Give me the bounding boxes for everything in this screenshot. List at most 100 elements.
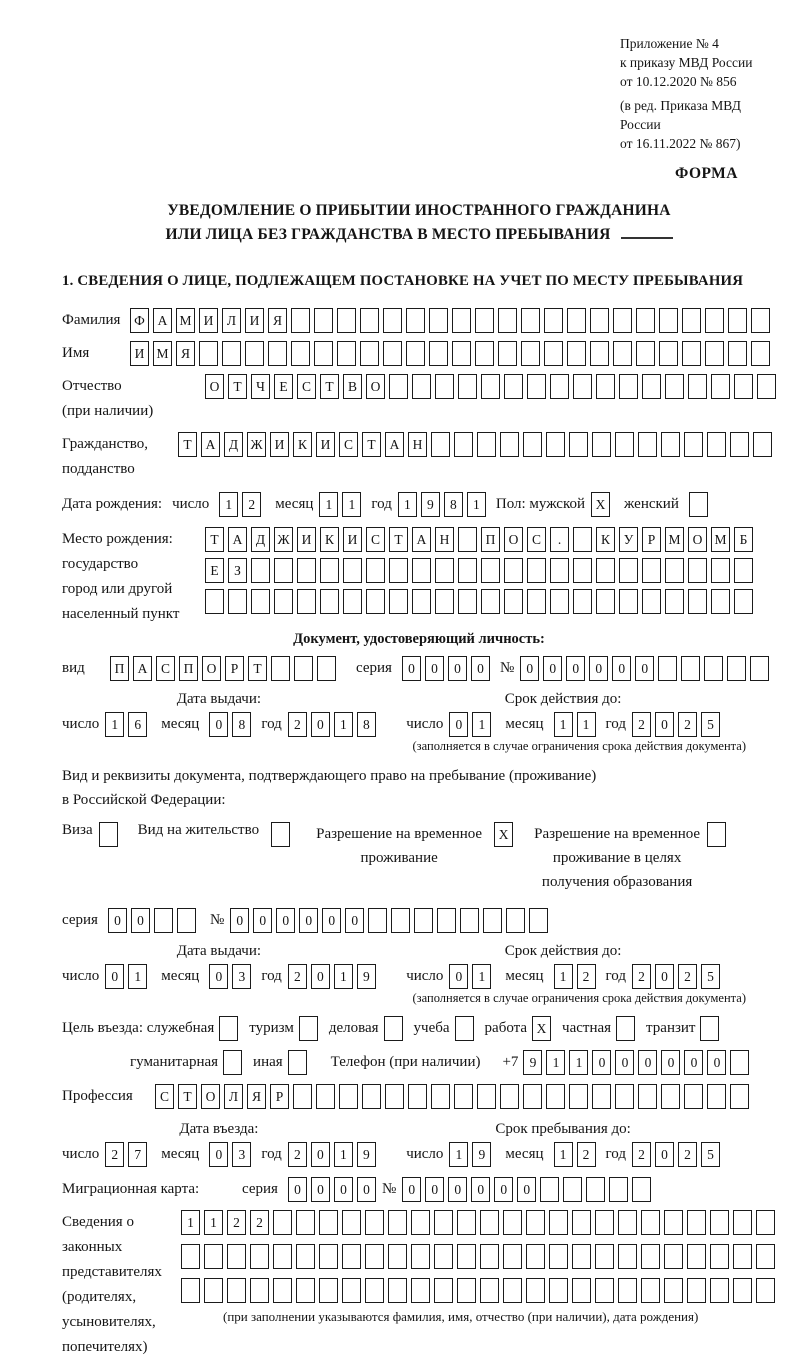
char-cell[interactable]: 9 [523,1050,543,1075]
char-cell[interactable]: 9 [472,1142,492,1167]
char-cell[interactable] [389,374,408,399]
char-cell[interactable]: 2 [576,964,596,989]
char-cell[interactable] [429,341,448,366]
purpose-business-checkbox[interactable] [383,1016,403,1041]
char-cell[interactable] [661,432,680,457]
char-cell[interactable] [454,1084,473,1109]
char-cell[interactable] [339,1084,358,1109]
char-cell[interactable] [293,1084,312,1109]
char-cell[interactable] [431,1084,450,1109]
char-cell[interactable] [366,558,385,583]
char-cell[interactable] [360,308,379,333]
char-cell[interactable]: М [711,527,730,552]
char-cell[interactable] [457,1244,476,1269]
char-cell[interactable]: 0 [310,712,330,737]
char-cell[interactable] [523,432,542,457]
char-cell[interactable] [458,527,477,552]
char-cell[interactable]: 1 [397,492,417,517]
char-cell[interactable]: П [110,656,129,681]
char-cell[interactable]: Ч [251,374,270,399]
char-cell[interactable]: Ж [247,432,266,457]
temp-residence-edu-checkbox[interactable] [707,822,727,847]
char-cell[interactable] [632,1177,652,1202]
char-cell[interactable]: О [205,374,224,399]
char-cell[interactable]: Т [205,527,224,552]
char-cell[interactable]: 2 [576,1142,596,1167]
char-cell[interactable]: С [156,656,175,681]
male-checkbox[interactable]: X [591,492,611,517]
char-cell[interactable] [688,492,708,517]
char-cell[interactable]: Р [225,656,244,681]
char-cell[interactable]: Т [178,1084,197,1109]
char-cell[interactable]: 2 [287,1142,307,1167]
char-cell[interactable]: Н [435,527,454,552]
char-cell[interactable] [596,589,615,614]
char-cell[interactable] [317,656,336,681]
char-cell[interactable] [274,589,293,614]
char-cell[interactable] [250,1278,269,1303]
char-cell[interactable]: 0 [356,1177,376,1202]
char-cell[interactable] [734,589,753,614]
char-cell[interactable] [273,1244,292,1269]
char-cell[interactable]: 2 [632,964,651,989]
char-cell[interactable] [733,1210,752,1235]
char-cell[interactable] [204,1244,223,1269]
char-cell[interactable] [687,1244,706,1269]
char-cell[interactable] [205,589,224,614]
char-cell[interactable] [181,1278,200,1303]
char-cell[interactable] [383,341,402,366]
char-cell[interactable]: 9 [356,964,376,989]
char-cell[interactable] [641,1244,660,1269]
residence-permit-checkbox[interactable] [271,822,291,847]
char-cell[interactable] [596,558,615,583]
purpose-other-checkbox[interactable] [287,1050,307,1075]
char-cell[interactable]: 0 [566,656,586,681]
char-cell[interactable] [567,341,586,366]
char-cell[interactable] [636,341,655,366]
char-cell[interactable] [481,589,500,614]
char-cell[interactable]: 0 [447,656,467,681]
char-cell[interactable]: 0 [310,1142,330,1167]
char-cell[interactable] [638,1084,657,1109]
char-cell[interactable] [659,308,678,333]
char-cell[interactable]: 0 [310,964,330,989]
char-cell[interactable] [227,1278,246,1303]
char-cell[interactable]: X [494,822,514,847]
char-cell[interactable]: 0 [589,656,609,681]
char-cell[interactable] [573,558,592,583]
char-cell[interactable] [500,1084,519,1109]
char-cell[interactable]: 0 [655,964,674,989]
char-cell[interactable]: 1 [569,1050,589,1075]
char-cell[interactable]: Л [224,1084,243,1109]
char-cell[interactable] [228,589,247,614]
char-cell[interactable]: 0 [209,964,229,989]
char-cell[interactable] [664,1210,683,1235]
char-cell[interactable] [751,308,770,333]
char-cell[interactable]: 0 [684,1050,704,1075]
char-cell[interactable]: 1 [449,1142,469,1167]
char-cell[interactable]: 0 [470,656,490,681]
char-cell[interactable] [664,1244,683,1269]
char-cell[interactable]: Т [228,374,247,399]
char-cell[interactable] [567,308,586,333]
char-cell[interactable] [504,374,523,399]
char-cell[interactable]: Я [176,341,195,366]
char-cell[interactable]: 2 [678,712,697,737]
char-cell[interactable] [227,1244,246,1269]
char-cell[interactable]: 0 [424,656,444,681]
char-cell[interactable] [590,341,609,366]
char-cell[interactable]: И [270,432,289,457]
char-cell[interactable] [659,341,678,366]
char-cell[interactable] [291,341,310,366]
char-cell[interactable]: П [481,527,500,552]
char-cell[interactable]: М [665,527,684,552]
char-cell[interactable]: А [133,656,152,681]
char-cell[interactable]: И [297,527,316,552]
char-cell[interactable]: З [228,558,247,583]
